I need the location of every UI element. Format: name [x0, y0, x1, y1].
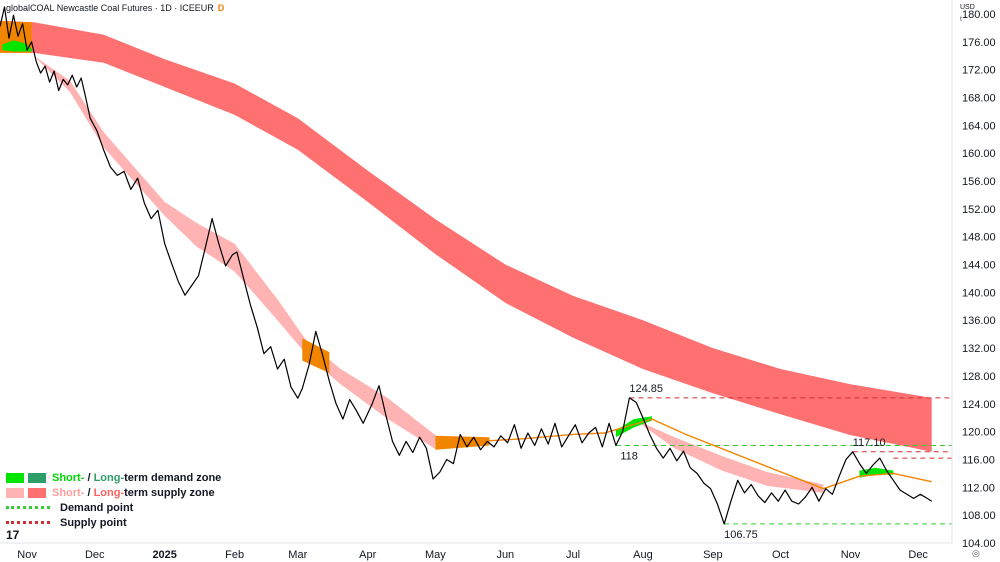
y-tick-label: 116.00	[962, 454, 995, 466]
y-tick-label: 136.00	[962, 315, 996, 327]
legend-demand-long: Long-	[93, 471, 125, 484]
legend-supply-rest: term supply zone	[124, 486, 215, 499]
tradingview-logo[interactable]: 17	[6, 528, 20, 542]
x-tick-label: May	[425, 549, 446, 561]
y-tick-label: 132.00	[962, 343, 996, 355]
long-supply-swatch	[28, 487, 46, 498]
y-tick-label: 176.00	[962, 37, 996, 49]
legend-supply-zone: Short- / Long- term supply zone	[6, 485, 221, 500]
annotation-1: 118	[620, 451, 638, 463]
legend-demand-short: Short-	[52, 471, 85, 484]
levels-layer	[615, 397, 952, 525]
annotation-3: 106.75	[724, 529, 758, 541]
annotations-layer: 124.85 118 117.10 106.75	[620, 383, 885, 541]
x-tick-label: Oct	[772, 549, 789, 561]
x-tick-label: Feb	[225, 549, 244, 561]
legend: Short- / Long- term demand zone Short- /…	[6, 470, 221, 530]
y-tick-label: 164.00	[962, 120, 996, 132]
long-demand-swatch	[28, 472, 46, 483]
y-tick-label: 128.00	[962, 371, 996, 383]
y-tick-label: 124.00	[962, 399, 996, 411]
short-term-supply-zone	[33, 55, 436, 449]
symbol-title[interactable]: globalCOAL Newcastle Coal Futures · 1D ·…	[6, 3, 214, 13]
y-tick-label: 120.00	[962, 427, 996, 439]
long-term-supply-zone	[0, 20, 932, 452]
y-tick-label: 112.00	[962, 482, 995, 494]
lines-layer	[0, 6, 933, 525]
legend-demand-point: Demand point	[6, 500, 221, 515]
legend-supply-short: Short-	[52, 486, 85, 499]
transition-zone-1	[302, 338, 330, 374]
x-tick-label: Aug	[633, 549, 653, 561]
x-tick-label: Jun	[496, 549, 514, 561]
y-tick-label: 180.00	[962, 9, 996, 21]
y-tick-label: 156.00	[962, 176, 996, 188]
y-tick-label: 148.00	[962, 232, 996, 244]
short-supply-swatch	[6, 487, 24, 498]
legend-demand-sep: /	[84, 471, 94, 484]
y-tick-label: 152.00	[962, 204, 996, 216]
x-tick-label: 2025	[152, 549, 176, 561]
zones-layer	[0, 20, 932, 493]
demand-point-swatch	[6, 506, 50, 509]
legend-demand-zone: Short- / Long- term demand zone	[6, 470, 221, 485]
y-tick-label: 172.00	[962, 65, 996, 77]
legend-supply-point-label: Supply point	[60, 516, 127, 529]
x-tick-label: Mar	[288, 549, 307, 561]
currency-label[interactable]: USD	[960, 4, 975, 11]
short-term-supply-zone-late	[633, 419, 824, 493]
x-tick-label: Apr	[359, 549, 376, 561]
x-tick-label: Jul	[566, 549, 580, 561]
y-tick-label: 108.00	[962, 510, 996, 522]
short-demand-swatch	[6, 472, 24, 483]
y-tick-label: 160.00	[962, 148, 996, 160]
x-tick-label: Nov	[841, 549, 861, 561]
legend-supply-long: Long-	[93, 486, 125, 499]
settings-icon[interactable]: ◎	[972, 548, 980, 558]
price-line	[0, 6, 933, 525]
y-tick-label: 104.00	[962, 538, 996, 550]
x-tick-label: Nov	[17, 549, 37, 561]
chart-title: globalCOAL Newcastle Coal Futures · 1D ·…	[6, 3, 224, 13]
annotation-0: 124.85	[629, 383, 663, 395]
legend-supply-point: Supply point	[6, 515, 221, 530]
supply-point-swatch	[6, 521, 50, 524]
x-tick-label: Dec	[908, 549, 928, 561]
y-tick-label: 140.00	[962, 287, 996, 299]
y-tick-label: 168.00	[962, 92, 996, 104]
time-axis[interactable]: Nov Dec 2025 Feb Mar Apr May Jun Jul Aug Sep Oct Nov…	[17, 549, 928, 561]
y-tick-label: 144.00	[962, 260, 996, 272]
legend-supply-sep: /	[84, 486, 94, 499]
delayed-badge[interactable]: D	[217, 3, 225, 13]
legend-demand-point-label: Demand point	[60, 501, 134, 514]
short-term-mean-line	[435, 418, 932, 490]
legend-demand-rest: term demand zone	[124, 471, 222, 484]
short-demand-zone-0	[2, 40, 32, 52]
x-tick-label: Sep	[703, 549, 723, 561]
x-tick-label: Dec	[85, 549, 105, 561]
unit-label[interactable]: t	[960, 16, 962, 23]
annotation-2: 117.10	[853, 437, 886, 449]
price-axis[interactable]: 104.00 108.00 112.00 116.00 120.00 124.00 128.…	[962, 9, 996, 550]
